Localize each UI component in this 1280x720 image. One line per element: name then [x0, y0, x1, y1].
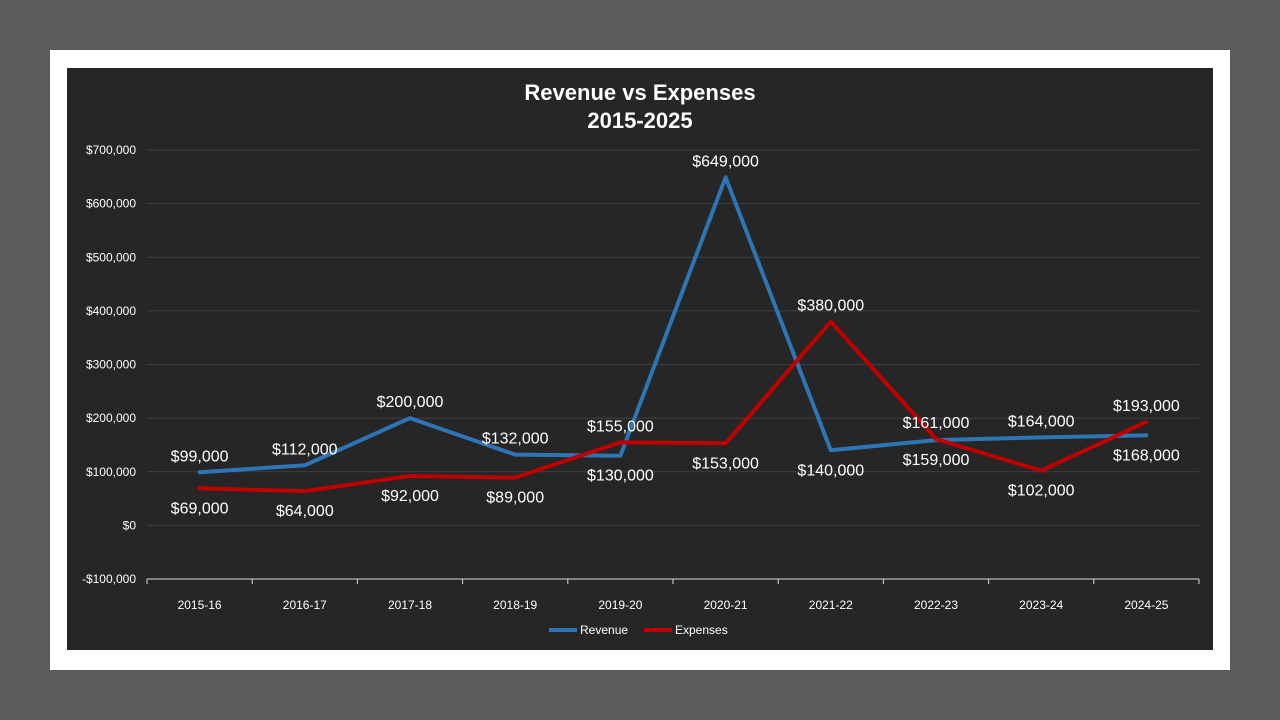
x-tick-label: 2015-16: [178, 598, 222, 612]
data-label: $164,000: [1008, 413, 1075, 430]
y-tick-label: $700,000: [86, 143, 136, 157]
data-label: $89,000: [486, 490, 544, 507]
x-tick-label: 2022-23: [914, 598, 958, 612]
data-label: $161,000: [903, 415, 970, 432]
x-tick-label: 2016-17: [283, 598, 327, 612]
y-tick-label: $600,000: [86, 197, 136, 211]
x-tick-label: 2024-25: [1124, 598, 1168, 612]
data-label: $102,000: [1008, 483, 1075, 500]
y-tick-label: $400,000: [86, 304, 136, 318]
x-tick-label: 2021-22: [809, 598, 853, 612]
data-labels: $99,000 $69,000 $112,000 $64,000 $200,000 $92…: [171, 153, 1180, 520]
data-label: $200,000: [377, 394, 444, 411]
chart-area: Revenue vs Expenses 2015-2025 -$100,000 $…: [67, 68, 1213, 650]
axes: -$100,000 $0 $100,000 $200,000 $300,000 $400,…: [82, 143, 1200, 612]
data-label: $99,000: [171, 448, 229, 465]
data-label: $92,000: [381, 488, 439, 505]
legend: Revenue Expenses: [549, 623, 728, 637]
data-label: $69,000: [171, 500, 229, 517]
data-label: $159,000: [903, 452, 970, 469]
x-tick-label: 2018-19: [493, 598, 537, 612]
y-tick-label: $500,000: [86, 250, 136, 264]
y-tick-label: -$100,000: [82, 572, 136, 586]
legend-label: Expenses: [675, 623, 728, 637]
line-chart: Revenue vs Expenses 2015-2025 -$100,000 $…: [82, 80, 1200, 637]
data-label: $649,000: [692, 153, 759, 170]
x-tick-label: 2019-20: [598, 598, 642, 612]
data-label: $64,000: [276, 503, 334, 520]
x-tick-label: 2023-24: [1019, 598, 1063, 612]
y-tick-label: $300,000: [86, 358, 136, 372]
data-label: $153,000: [692, 455, 759, 472]
x-tick-label: 2017-18: [388, 598, 432, 612]
legend-label: Revenue: [580, 623, 628, 637]
series-line-expenses: [197, 319, 1149, 494]
y-tick-label: $0: [123, 518, 137, 532]
y-tick-label: $200,000: [86, 411, 136, 425]
x-tick-label: 2020-21: [704, 598, 748, 612]
data-label: $380,000: [797, 298, 864, 315]
y-tick-label: $100,000: [86, 465, 136, 479]
data-label: $130,000: [587, 468, 654, 485]
data-label: $168,000: [1113, 447, 1180, 464]
data-label: $132,000: [482, 431, 549, 448]
chart-title: Revenue vs Expenses: [524, 80, 755, 105]
data-label: $155,000: [587, 418, 654, 435]
data-label: $193,000: [1113, 398, 1180, 415]
chart-subtitle: 2015-2025: [587, 108, 692, 133]
chart-frame: Revenue vs Expenses 2015-2025 -$100,000 $…: [50, 50, 1230, 670]
series-lines: [197, 175, 1149, 494]
series-line-revenue: [197, 175, 1149, 475]
data-label: $140,000: [797, 462, 864, 479]
data-label: $112,000: [272, 441, 338, 458]
